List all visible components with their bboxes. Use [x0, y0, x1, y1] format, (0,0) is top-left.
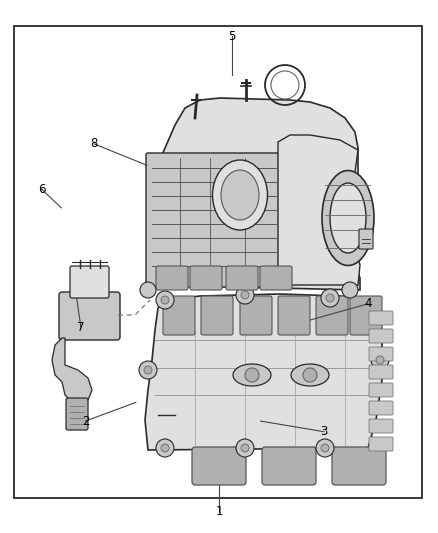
Text: 1: 1: [215, 505, 223, 518]
Ellipse shape: [330, 183, 366, 253]
FancyBboxPatch shape: [359, 229, 373, 249]
Circle shape: [241, 444, 249, 452]
Text: 7: 7: [77, 321, 85, 334]
Polygon shape: [278, 135, 360, 285]
Circle shape: [326, 294, 334, 302]
FancyBboxPatch shape: [70, 266, 109, 298]
Polygon shape: [148, 98, 360, 290]
FancyBboxPatch shape: [163, 296, 195, 335]
FancyBboxPatch shape: [369, 419, 393, 433]
Ellipse shape: [291, 364, 329, 386]
Text: 6: 6: [38, 183, 46, 196]
FancyBboxPatch shape: [369, 437, 393, 451]
Circle shape: [156, 291, 174, 309]
FancyBboxPatch shape: [190, 266, 222, 290]
Circle shape: [245, 368, 259, 382]
FancyBboxPatch shape: [332, 447, 386, 485]
Text: 4: 4: [364, 297, 372, 310]
Polygon shape: [52, 338, 92, 405]
FancyBboxPatch shape: [226, 266, 258, 290]
Circle shape: [236, 286, 254, 304]
Circle shape: [139, 361, 157, 379]
Circle shape: [236, 439, 254, 457]
FancyBboxPatch shape: [369, 347, 393, 361]
Circle shape: [342, 282, 358, 298]
FancyBboxPatch shape: [350, 296, 382, 335]
Text: 3: 3: [321, 425, 328, 438]
Circle shape: [161, 444, 169, 452]
FancyBboxPatch shape: [66, 398, 88, 430]
Circle shape: [241, 291, 249, 299]
Circle shape: [161, 296, 169, 304]
Ellipse shape: [233, 364, 271, 386]
FancyBboxPatch shape: [316, 296, 348, 335]
Ellipse shape: [322, 171, 374, 265]
FancyBboxPatch shape: [262, 447, 316, 485]
Circle shape: [303, 368, 317, 382]
Ellipse shape: [212, 160, 268, 230]
FancyBboxPatch shape: [192, 447, 246, 485]
Circle shape: [156, 439, 174, 457]
FancyBboxPatch shape: [146, 153, 280, 287]
FancyBboxPatch shape: [369, 401, 393, 415]
FancyBboxPatch shape: [156, 266, 188, 290]
FancyBboxPatch shape: [240, 296, 272, 335]
FancyBboxPatch shape: [369, 311, 393, 325]
Text: 8: 8: [91, 138, 98, 150]
FancyBboxPatch shape: [369, 365, 393, 379]
Circle shape: [140, 282, 156, 298]
Ellipse shape: [221, 170, 259, 220]
Bar: [14, 26, 422, 498]
Text: 5: 5: [229, 30, 236, 43]
Text: 2: 2: [81, 415, 89, 427]
FancyBboxPatch shape: [201, 296, 233, 335]
FancyBboxPatch shape: [278, 296, 310, 335]
Circle shape: [371, 351, 389, 369]
FancyBboxPatch shape: [369, 329, 393, 343]
Circle shape: [316, 439, 334, 457]
Circle shape: [144, 366, 152, 374]
Circle shape: [376, 356, 384, 364]
FancyBboxPatch shape: [59, 292, 120, 340]
FancyBboxPatch shape: [369, 383, 393, 397]
FancyBboxPatch shape: [260, 266, 292, 290]
Polygon shape: [145, 294, 382, 450]
Circle shape: [321, 444, 329, 452]
Circle shape: [321, 289, 339, 307]
